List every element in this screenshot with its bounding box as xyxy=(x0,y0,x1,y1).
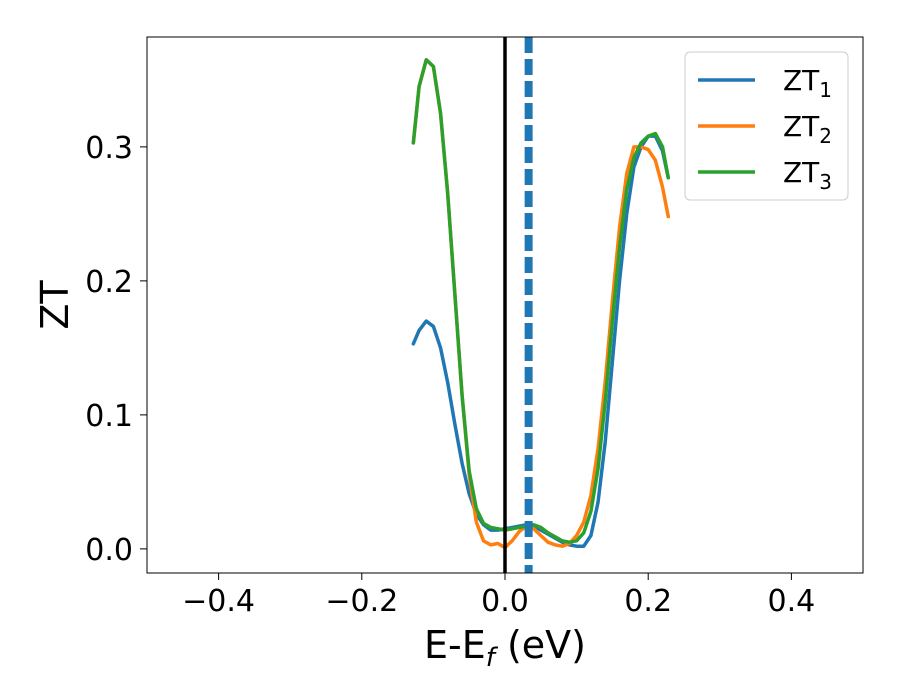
series-line-zt1 xyxy=(411,134,670,548)
y-tick-label: 0.3 xyxy=(85,131,133,166)
legend-label-zt1: ZT1 xyxy=(783,64,832,102)
y-axis-ticks: 0.0 0.1 0.2 0.3 xyxy=(85,131,147,568)
x-axis-ticks: −0.4 −0.2 0.0 0.2 0.4 xyxy=(182,573,815,619)
x-axis-label-main: E-E xyxy=(424,623,486,667)
vertical-lines xyxy=(503,37,533,573)
legend-label-zt2: ZT2 xyxy=(783,110,832,148)
y-tick-label: 0.2 xyxy=(85,265,133,300)
y-axis-label: ZT xyxy=(33,280,77,330)
x-tick-label: 0.0 xyxy=(481,584,529,619)
x-axis-label: E-Ef (eV) xyxy=(424,623,586,673)
x-tick-label: 0.4 xyxy=(768,584,816,619)
legend: ZT1 ZT2 ZT3 xyxy=(684,51,849,201)
legend-label-zt3: ZT3 xyxy=(783,156,832,194)
plot-content xyxy=(411,58,670,550)
x-tick-label: 0.2 xyxy=(624,584,672,619)
legend-box xyxy=(684,51,849,201)
x-axis-label-unit: (eV) xyxy=(495,623,586,667)
x-tick-label: −0.2 xyxy=(325,584,398,619)
y-tick-label: 0.0 xyxy=(85,533,133,568)
series-line-zt3 xyxy=(411,58,670,544)
y-tick-label: 0.1 xyxy=(85,399,133,434)
x-tick-label: −0.4 xyxy=(182,584,255,619)
